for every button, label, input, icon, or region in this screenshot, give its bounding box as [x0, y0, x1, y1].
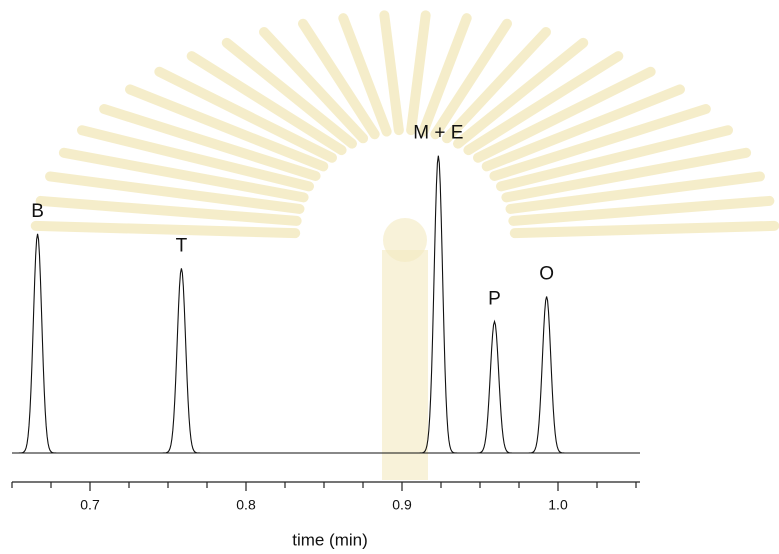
peak — [160, 268, 202, 453]
chart: time (min) 0.7 0.8 0.9 1.0 B T M + E P O — [0, 0, 779, 554]
watermark-ray — [384, 15, 399, 130]
watermark-ray — [515, 226, 774, 233]
watermark — [36, 15, 775, 480]
x-axis-title: time (min) — [292, 530, 368, 549]
watermark-ray — [411, 15, 426, 130]
x-tick-label: 0.7 — [80, 497, 100, 513]
watermark-knob — [383, 218, 427, 262]
x-tick-label: 0.9 — [392, 497, 412, 513]
peak-label: P — [488, 289, 501, 310]
x-tick-label: 1.0 — [548, 497, 568, 513]
watermark-ray — [36, 226, 295, 233]
peak — [17, 234, 59, 453]
x-tick-label: 0.8 — [236, 497, 256, 513]
peak-label: T — [176, 235, 188, 256]
peak-label: M + E — [413, 123, 463, 144]
peak-label: O — [539, 264, 554, 285]
watermark-pillar — [382, 250, 428, 480]
peak — [474, 322, 516, 453]
peak-label: B — [31, 201, 44, 222]
peak — [526, 297, 568, 454]
